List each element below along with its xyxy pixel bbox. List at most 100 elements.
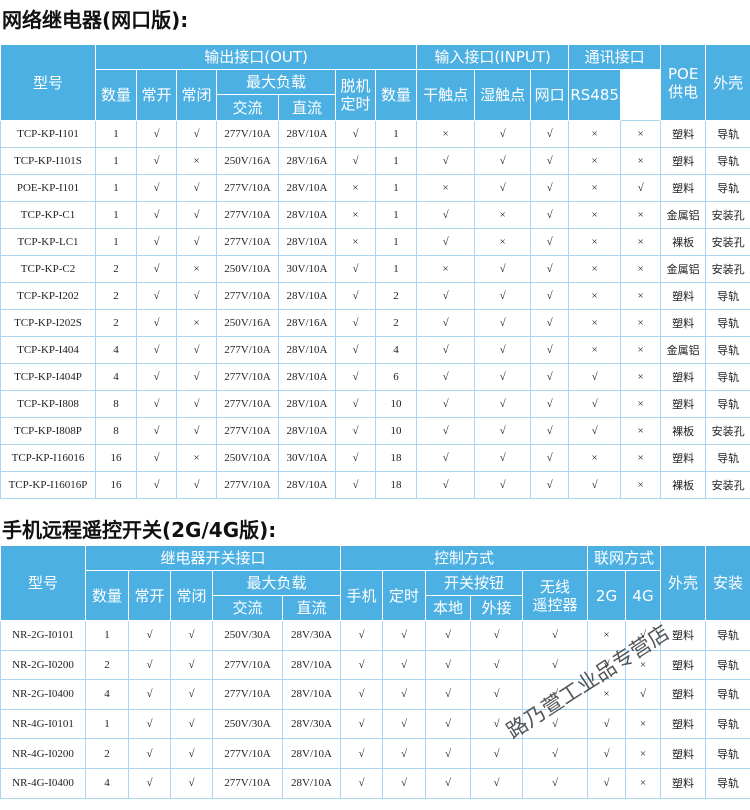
data-cell: √ — [568, 417, 622, 445]
data-cell: √ — [530, 309, 570, 337]
data-cell: × — [176, 147, 217, 175]
data-cell: √ — [522, 620, 588, 651]
data-cell: × — [620, 363, 662, 391]
data-cell: × — [587, 679, 626, 710]
data-cell: 277V/10A — [216, 417, 279, 445]
data-cell: 塑料 — [660, 282, 707, 310]
header-line: 供电 — [668, 82, 699, 101]
data-cell: × — [624, 738, 662, 769]
header-line: POE — [667, 64, 699, 83]
header-row: 型号 继电器开关接口 控制方式 联网方式 外壳 安装 — [0, 545, 750, 621]
data-cell: 28V/30A — [282, 620, 341, 651]
data-cell: √ — [425, 649, 471, 681]
data-cell: 250V/10A — [216, 255, 279, 283]
data-cell: √ — [522, 738, 588, 769]
header-cell: 最大负载 — [216, 69, 336, 95]
data-cell: √ — [170, 649, 213, 681]
data-row: NR-2G-I0400 4 √ √ 277V/10A 28V/10A √ √ √ √ √ × √ 塑料 导轨 — [0, 679, 750, 710]
data-cell: √ — [136, 417, 177, 445]
data-cell: √ — [530, 147, 570, 175]
data-cell: √ — [416, 390, 476, 418]
data-cell: 导轨 — [705, 282, 750, 310]
data-cell: × — [335, 201, 376, 229]
data-cell: √ — [136, 309, 177, 337]
data-cell: √ — [530, 336, 570, 364]
data-cell: 16 — [95, 444, 137, 472]
data-cell: TCP-KP-I808P — [0, 417, 96, 445]
header-cell: 常开 — [136, 69, 177, 121]
data-cell: √ — [382, 708, 426, 740]
data-cell: √ — [335, 120, 376, 148]
data-cell: 1 — [85, 620, 129, 651]
data-cell: × — [176, 444, 217, 472]
data-cell: √ — [176, 174, 217, 202]
data-cell: 250V/16A — [216, 309, 279, 337]
data-cell: 导轨 — [705, 649, 750, 681]
data-cell: √ — [425, 679, 471, 710]
data-row: TCP-KP-I404 4 √ √ 277V/10A 28V/10A √ 4 √ √ √ × × 金属铝导… — [0, 336, 750, 364]
data-cell: 裸板 — [660, 228, 707, 256]
data-cell: 10 — [374, 417, 418, 445]
data-cell: 10 — [374, 390, 418, 418]
data-cell: √ — [136, 363, 177, 391]
data-cell: √ — [474, 255, 532, 283]
data-cell: √ — [530, 471, 570, 499]
header-cell: 2G — [587, 570, 626, 621]
data-cell: √ — [474, 174, 532, 202]
data-cell: 277V/10A — [216, 282, 279, 310]
data-cell: 28V/10A — [278, 174, 336, 202]
header-row: 交流 直流 本地 外接 — [1, 595, 750, 621]
data-cell: 金属铝 — [660, 255, 707, 283]
data-cell: √ — [568, 390, 622, 418]
header-cell: 定时 — [382, 570, 426, 621]
data-cell: 4 — [95, 336, 137, 364]
data-cell: √ — [474, 417, 532, 445]
data-cell: √ — [340, 708, 383, 740]
data-cell: √ — [176, 471, 217, 499]
data-cell: √ — [474, 444, 532, 472]
data-cell: 277V/10A — [216, 228, 279, 256]
data-cell: 28V/10A — [282, 649, 341, 681]
data-cell: √ — [470, 679, 523, 710]
data-cell: 塑料 — [660, 309, 707, 337]
header-line: 遥控器 — [532, 595, 578, 614]
data-cell: 1 — [95, 174, 137, 202]
data-cell: √ — [335, 336, 376, 364]
data-cell: 1 — [374, 120, 418, 148]
header-cell: 直流 — [282, 595, 341, 621]
data-cell: 塑料 — [660, 767, 707, 799]
data-cell: √ — [170, 679, 213, 710]
header-cell: 外接 — [470, 595, 523, 621]
data-cell: 1 — [85, 708, 129, 740]
data-cell: √ — [340, 620, 383, 651]
data-cell: 2 — [374, 309, 418, 337]
header-cell: 脱机 定时 — [335, 69, 376, 121]
data-cell: NR-2G-I0101 — [0, 620, 86, 651]
header-cell: 干触点 — [416, 69, 476, 121]
data-row: TCP-KP-I101S 1 √ × 250V/16A 28V/16A √ 1 √ √ √ × × 塑料导… — [0, 147, 750, 175]
data-cell: 4 — [85, 767, 129, 799]
data-cell: × — [568, 174, 622, 202]
data-cell: 30V/10A — [278, 255, 336, 283]
data-cell: 250V/30A — [212, 708, 283, 740]
data-cell: 导轨 — [705, 620, 750, 651]
data-cell: 8 — [95, 390, 137, 418]
data-cell: √ — [530, 120, 570, 148]
data-cell: × — [568, 282, 622, 310]
data-cell: √ — [474, 282, 532, 310]
data-cell: 塑料 — [660, 649, 707, 681]
data-cell: 28V/10A — [278, 390, 336, 418]
header-cell: 输出接口(OUT) — [94, 44, 418, 70]
data-cell: √ — [176, 390, 217, 418]
spec-table: 型号输出接口(OUT)输入接口(INPUT)通讯接口POE供电外壳安装数量常开常… — [0, 44, 750, 499]
data-cell: √ — [470, 620, 523, 651]
data-cell: TCP-KP-I101S — [0, 147, 96, 175]
header-cell: 安装 — [705, 545, 750, 621]
data-cell: POE-KP-I101 — [0, 174, 96, 202]
data-row: TCP-KP-I16016 16 √ × 250V/10A 30V/10A √ 18 √ √ √ × ×… — [0, 444, 750, 472]
data-cell: 1 — [374, 174, 418, 202]
data-cell: × — [568, 309, 622, 337]
data-cell: √ — [176, 201, 217, 229]
header-cell: 4G — [624, 570, 662, 621]
data-cell: √ — [335, 444, 376, 472]
